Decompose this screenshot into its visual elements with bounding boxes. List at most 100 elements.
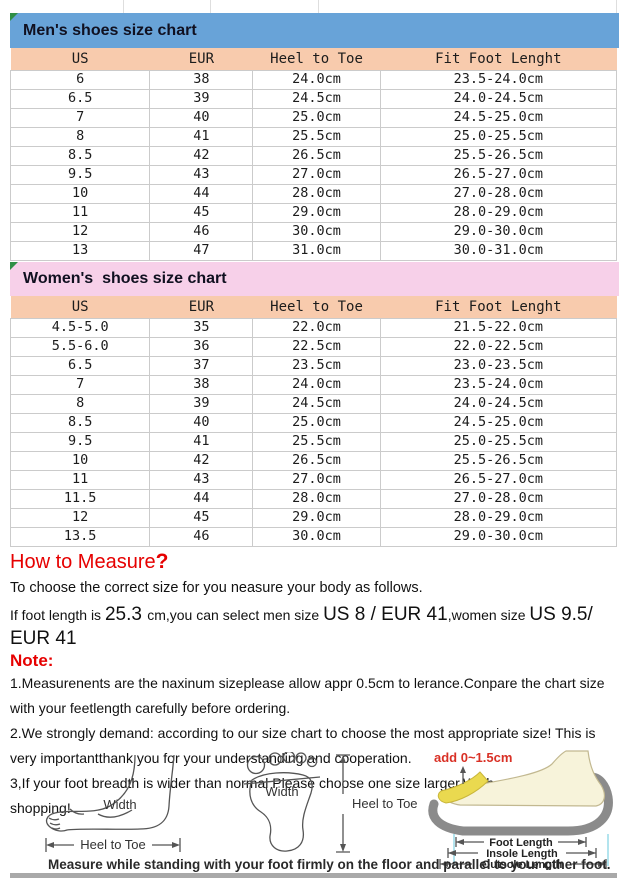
table-row: 11.5 44 28.0cm 27.0-28.0cm	[9, 488, 618, 509]
table-cell: 39	[149, 393, 254, 414]
table-cell: 28.0cm	[252, 183, 381, 204]
womens-chart-title: Women's shoes size chart	[23, 270, 227, 287]
green-corner-marker-icon	[10, 262, 18, 270]
table-cell: 27.0cm	[252, 469, 381, 490]
table-cell: 30.0-31.0cm	[379, 240, 618, 261]
table-cell: 43	[149, 469, 254, 490]
outsole-length-label: Outsole Length	[482, 859, 563, 870]
how-to-measure-title: How to Measure?	[10, 549, 619, 574]
side-heel-to-toe-label: Heel to Toe	[80, 837, 146, 852]
table-header-row: US EUR Heel to Toe Fit Foot Lenght	[10, 48, 617, 70]
table-row: 8.5 42 26.5cm 25.5-26.5cm	[9, 145, 618, 166]
table-row: 7 40 25.0cm 24.5-25.0cm	[9, 107, 618, 128]
table-row: 6 38 24.0cm 23.5-24.0cm	[9, 69, 618, 90]
gridline	[616, 0, 617, 13]
table-row: 6.5 37 23.5cm 23.0-23.5cm	[9, 355, 618, 376]
table-cell: 24.5cm	[252, 88, 381, 109]
column-header-fit-foot-lenght: Fit Foot Lenght	[380, 296, 617, 318]
side-width-label: Width	[103, 797, 136, 812]
arrowhead-left-icon	[448, 850, 456, 856]
table-cell: 27.0-28.0cm	[379, 488, 618, 509]
notes-list: 1.Measurenents are the naxinum sizepleas…	[10, 671, 619, 821]
toe-icon	[306, 756, 318, 768]
table-row: 6.5 39 24.5cm 24.0-24.5cm	[9, 88, 618, 109]
table-cell: 6.5	[9, 355, 151, 376]
width-guide-line	[97, 809, 133, 818]
arrowhead-right-icon	[578, 839, 586, 845]
column-header-fit-foot-lenght: Fit Foot Lenght	[380, 48, 617, 70]
how-to-measure-section: How to Measure? To choose the correct si…	[10, 549, 619, 821]
column-header-us: US	[10, 48, 150, 70]
table-cell: 26.5cm	[252, 450, 381, 471]
table-row: 8.5 40 25.0cm 24.5-25.0cm	[9, 412, 618, 433]
mens-chart-title-band: Men's shoes size chart	[10, 13, 619, 48]
table-cell: 8	[9, 393, 151, 414]
table-cell: 41	[149, 431, 254, 452]
table-cell: 24.5cm	[252, 393, 381, 414]
arrowhead-down-icon	[340, 844, 346, 852]
table-row: 4.5-5.0 35 22.0cm 21.5-22.0cm	[9, 317, 618, 338]
bottom-gray-strip	[10, 873, 617, 878]
note-label: Note:	[10, 651, 54, 671]
gridline	[210, 0, 211, 13]
table-cell: 24.0-24.5cm	[379, 393, 618, 414]
table-cell: 46	[149, 526, 254, 547]
toe-icon	[282, 752, 296, 764]
foot-length-label: Foot Length	[489, 837, 553, 849]
table-cell: 23.5cm	[252, 355, 381, 376]
column-header-heel-to-toe: Heel to Toe	[252, 296, 381, 318]
column-header-us: US	[10, 296, 150, 318]
table-cell: 22.5cm	[252, 336, 381, 357]
table-cell: 45	[149, 202, 254, 223]
size-example-part: US 8 / EUR 41	[323, 604, 448, 626]
foot-side-outline	[45, 754, 175, 832]
table-row: 10 44 28.0cm 27.0-28.0cm	[9, 183, 618, 204]
table-row: 9.5 41 25.5cm 25.0-25.5cm	[9, 431, 618, 452]
arrowhead-up-icon	[340, 755, 346, 763]
table-cell: 8.5	[9, 412, 151, 433]
table-cell: 23.0-23.5cm	[379, 355, 618, 376]
table-cell: 21.5-22.0cm	[379, 317, 618, 338]
toe-icon	[268, 752, 282, 766]
footprint-width-label: Width	[265, 784, 298, 799]
note-item-1: 1.Measurenents are the naxinum sizepleas…	[10, 675, 605, 717]
how-to-measure-title-text: How to Measure	[10, 551, 156, 573]
table-cell: 10	[9, 450, 151, 471]
table-cell: 30.0cm	[252, 221, 381, 242]
note-item-2: 2.We strongly demand: according to our s…	[10, 725, 596, 767]
table-cell: 24.0cm	[252, 374, 381, 395]
table-cell: 9.5	[9, 431, 151, 452]
outsole-shape	[428, 772, 613, 836]
size-example-part: If foot length is	[10, 607, 105, 624]
measure-intro-text: To choose the correct size for you neasu…	[10, 580, 423, 597]
table-row: 8 39 24.5cm 24.0-24.5cm	[9, 393, 618, 414]
table-cell: 39	[149, 88, 254, 109]
table-cell: 23.5-24.0cm	[379, 374, 618, 395]
mens-chart-title: Men's shoes size chart	[23, 21, 197, 39]
shoe-cross-section-diagram: add 0~1.5cm Foot Length Insole Length Ou…	[428, 750, 613, 870]
width-guide-line	[243, 776, 321, 785]
table-row: 9.5 43 27.0cm 26.5-27.0cm	[9, 164, 618, 185]
table-cell: 28.0-29.0cm	[379, 202, 618, 223]
table-cell: 37	[149, 355, 254, 376]
table-cell: 44	[149, 183, 254, 204]
table-cell: 25.5-26.5cm	[379, 145, 618, 166]
womens-chart-title-band: Women's shoes size chart	[10, 262, 619, 296]
table-cell: 27.0-28.0cm	[379, 183, 618, 204]
table-cell: 47	[149, 240, 254, 261]
table-row: 11 43 27.0cm 26.5-27.0cm	[9, 469, 618, 490]
table-header-row: US EUR Heel to Toe Fit Foot Lenght	[10, 296, 617, 318]
table-cell: 25.5cm	[252, 431, 381, 452]
table-cell: 40	[149, 412, 254, 433]
table-row: 8 41 25.5cm 25.0-25.5cm	[9, 126, 618, 147]
table-cell: 43	[149, 164, 254, 185]
table-cell: 8	[9, 126, 151, 147]
table-cell: 42	[149, 145, 254, 166]
toe-lines	[48, 808, 85, 830]
arrowhead-left-icon	[46, 842, 54, 848]
arrowhead-up-icon	[460, 766, 466, 773]
arrowhead-right-icon	[598, 861, 606, 867]
table-cell: 10	[9, 183, 151, 204]
arrowhead-right-icon	[588, 850, 596, 856]
size-example-part: US 9.5/ EUR 41	[10, 604, 593, 650]
